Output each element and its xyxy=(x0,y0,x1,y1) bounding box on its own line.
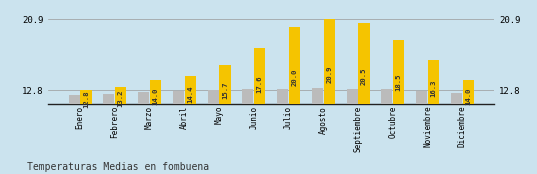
Bar xyxy=(277,89,288,174)
Text: 17.6: 17.6 xyxy=(257,76,263,93)
Bar xyxy=(324,19,335,174)
Text: 18.5: 18.5 xyxy=(396,73,402,91)
Bar xyxy=(115,87,126,174)
Bar xyxy=(150,80,161,174)
Bar xyxy=(185,76,196,174)
Text: 20.0: 20.0 xyxy=(292,69,297,86)
Text: 20.9: 20.9 xyxy=(326,66,332,83)
Text: 12.8: 12.8 xyxy=(83,91,89,108)
Text: 15.7: 15.7 xyxy=(222,82,228,99)
Bar xyxy=(289,27,300,174)
Bar xyxy=(346,89,358,174)
Bar xyxy=(103,94,114,174)
Bar xyxy=(208,90,219,174)
Text: 14.0: 14.0 xyxy=(153,87,158,105)
Text: Temperaturas Medias en fombuena: Temperaturas Medias en fombuena xyxy=(27,162,209,172)
Bar xyxy=(69,95,79,174)
Text: 20.5: 20.5 xyxy=(361,67,367,85)
Bar xyxy=(138,92,149,174)
Text: 16.3: 16.3 xyxy=(431,80,437,97)
Text: 14.0: 14.0 xyxy=(465,87,471,105)
Bar xyxy=(428,60,439,174)
Bar xyxy=(393,40,404,174)
Bar xyxy=(242,89,253,174)
Bar xyxy=(358,23,369,174)
Bar xyxy=(81,90,91,174)
Text: 13.2: 13.2 xyxy=(118,89,124,107)
Bar xyxy=(416,91,427,174)
Bar xyxy=(312,88,323,174)
Bar xyxy=(254,48,265,174)
Bar xyxy=(463,80,474,174)
Bar xyxy=(220,65,230,174)
Bar xyxy=(173,91,184,174)
Text: 14.4: 14.4 xyxy=(187,86,193,103)
Bar xyxy=(451,93,462,174)
Bar xyxy=(381,89,393,174)
